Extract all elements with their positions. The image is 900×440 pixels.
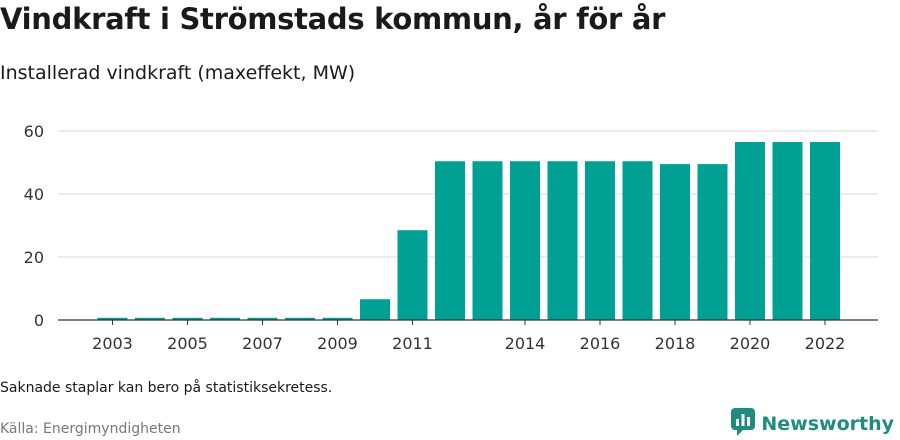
bar-2003[interactable] [97,317,128,320]
bar-2007[interactable] [247,317,278,320]
bar-2009[interactable] [322,317,353,320]
bar-2011[interactable] [397,230,428,320]
bar-2020[interactable] [735,142,765,320]
bar-2019[interactable] [697,164,728,320]
bar-2012[interactable] [435,161,465,320]
x-axis-ticks: 2003 2005 2007 2009 2011 2014 2016 2018 2020 2022 [92,320,845,353]
brand-name: Newsworthy [761,413,894,435]
bar-2004[interactable] [135,317,165,320]
x-tick-label-2016: 2016 [580,334,621,353]
y-tick-label: 0 [34,311,44,330]
bar-2021[interactable] [772,142,803,320]
bar-2017[interactable] [622,161,653,320]
bar-2008[interactable] [285,317,315,320]
x-tick-label-2011: 2011 [392,334,433,353]
bar-2022[interactable] [810,142,840,320]
x-tick-label-2005: 2005 [167,334,208,353]
footnote: Saknade staplar kan bero på statistiksek… [0,380,333,396]
x-tick-label-2018: 2018 [655,334,696,353]
bar-2018[interactable] [660,164,690,320]
bar-2014[interactable] [510,161,540,320]
x-tick-label-2003: 2003 [92,334,133,353]
bar-2006[interactable] [210,317,240,320]
bar-2013[interactable] [472,161,503,320]
chart-title: Vindkraft i Strömstads kommun, år för år [0,2,666,36]
bar-2005[interactable] [172,317,203,320]
bar-2015[interactable] [547,161,578,320]
bar-2010[interactable] [360,299,390,320]
x-tick-label-2007: 2007 [242,334,283,353]
bar-2016[interactable] [585,161,615,320]
x-tick-label-2020: 2020 [730,334,771,353]
bar-chart: 0 20 40 60 2003 2005 2007 2009 2011 2014 2016 2018… [24,122,878,353]
chart-subtitle: Installerad vindkraft (maxeffekt, MW) [0,62,356,84]
brand-logo[interactable]: Newsworthy [731,408,894,440]
x-tick-label-2009: 2009 [317,334,358,353]
y-tick-label: 60 [24,122,44,141]
y-tick-label: 20 [24,248,44,267]
x-tick-label-2022: 2022 [805,334,846,353]
x-tick-label-2014: 2014 [505,334,546,353]
newsworthy-logo-icon [731,408,756,440]
y-axis-ticks: 0 20 40 60 [24,122,44,330]
bars [97,142,840,320]
y-tick-label: 40 [24,185,44,204]
source-label: Källa: Energimyndigheten [0,421,181,437]
